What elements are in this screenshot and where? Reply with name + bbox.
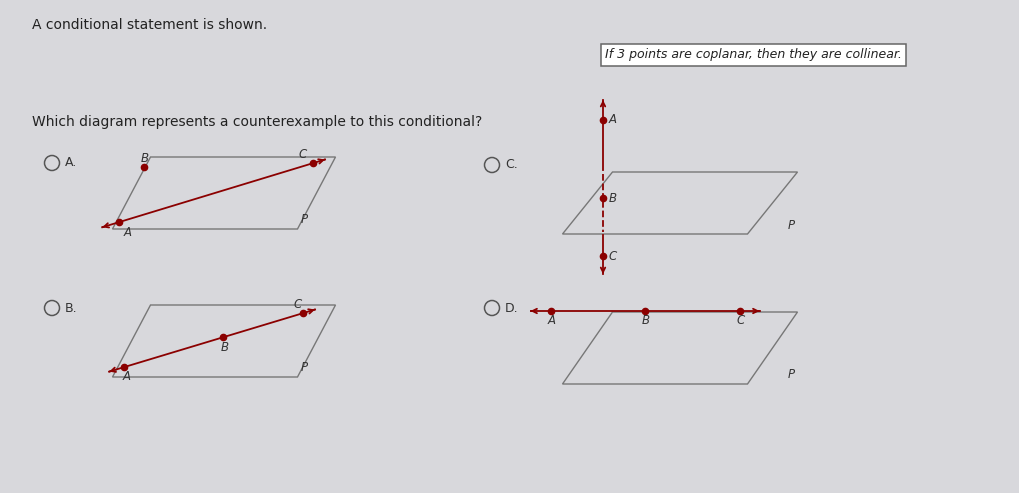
Text: B: B (141, 151, 149, 165)
Text: C: C (736, 315, 744, 327)
Text: C: C (608, 249, 616, 262)
Text: C: C (293, 298, 302, 312)
Text: A conditional statement is shown.: A conditional statement is shown. (32, 18, 267, 32)
Text: B: B (608, 191, 616, 205)
Text: C: C (299, 147, 307, 161)
Text: P: P (301, 361, 308, 375)
Text: B: B (641, 315, 649, 327)
Text: C.: C. (504, 159, 518, 172)
Text: P: P (787, 219, 794, 233)
Text: A: A (122, 371, 130, 384)
Text: If 3 points are coplanar, then they are collinear.: If 3 points are coplanar, then they are … (604, 48, 901, 62)
Text: Which diagram represents a counterexample to this conditional?: Which diagram represents a counterexampl… (32, 115, 482, 129)
Text: B: B (221, 341, 228, 354)
Text: A: A (608, 113, 616, 127)
Text: D.: D. (504, 302, 518, 315)
Text: A: A (547, 315, 555, 327)
Text: A.: A. (65, 156, 77, 170)
Text: P: P (787, 368, 794, 382)
Text: P: P (301, 213, 308, 226)
Text: B.: B. (65, 302, 77, 315)
Text: A: A (123, 225, 131, 239)
